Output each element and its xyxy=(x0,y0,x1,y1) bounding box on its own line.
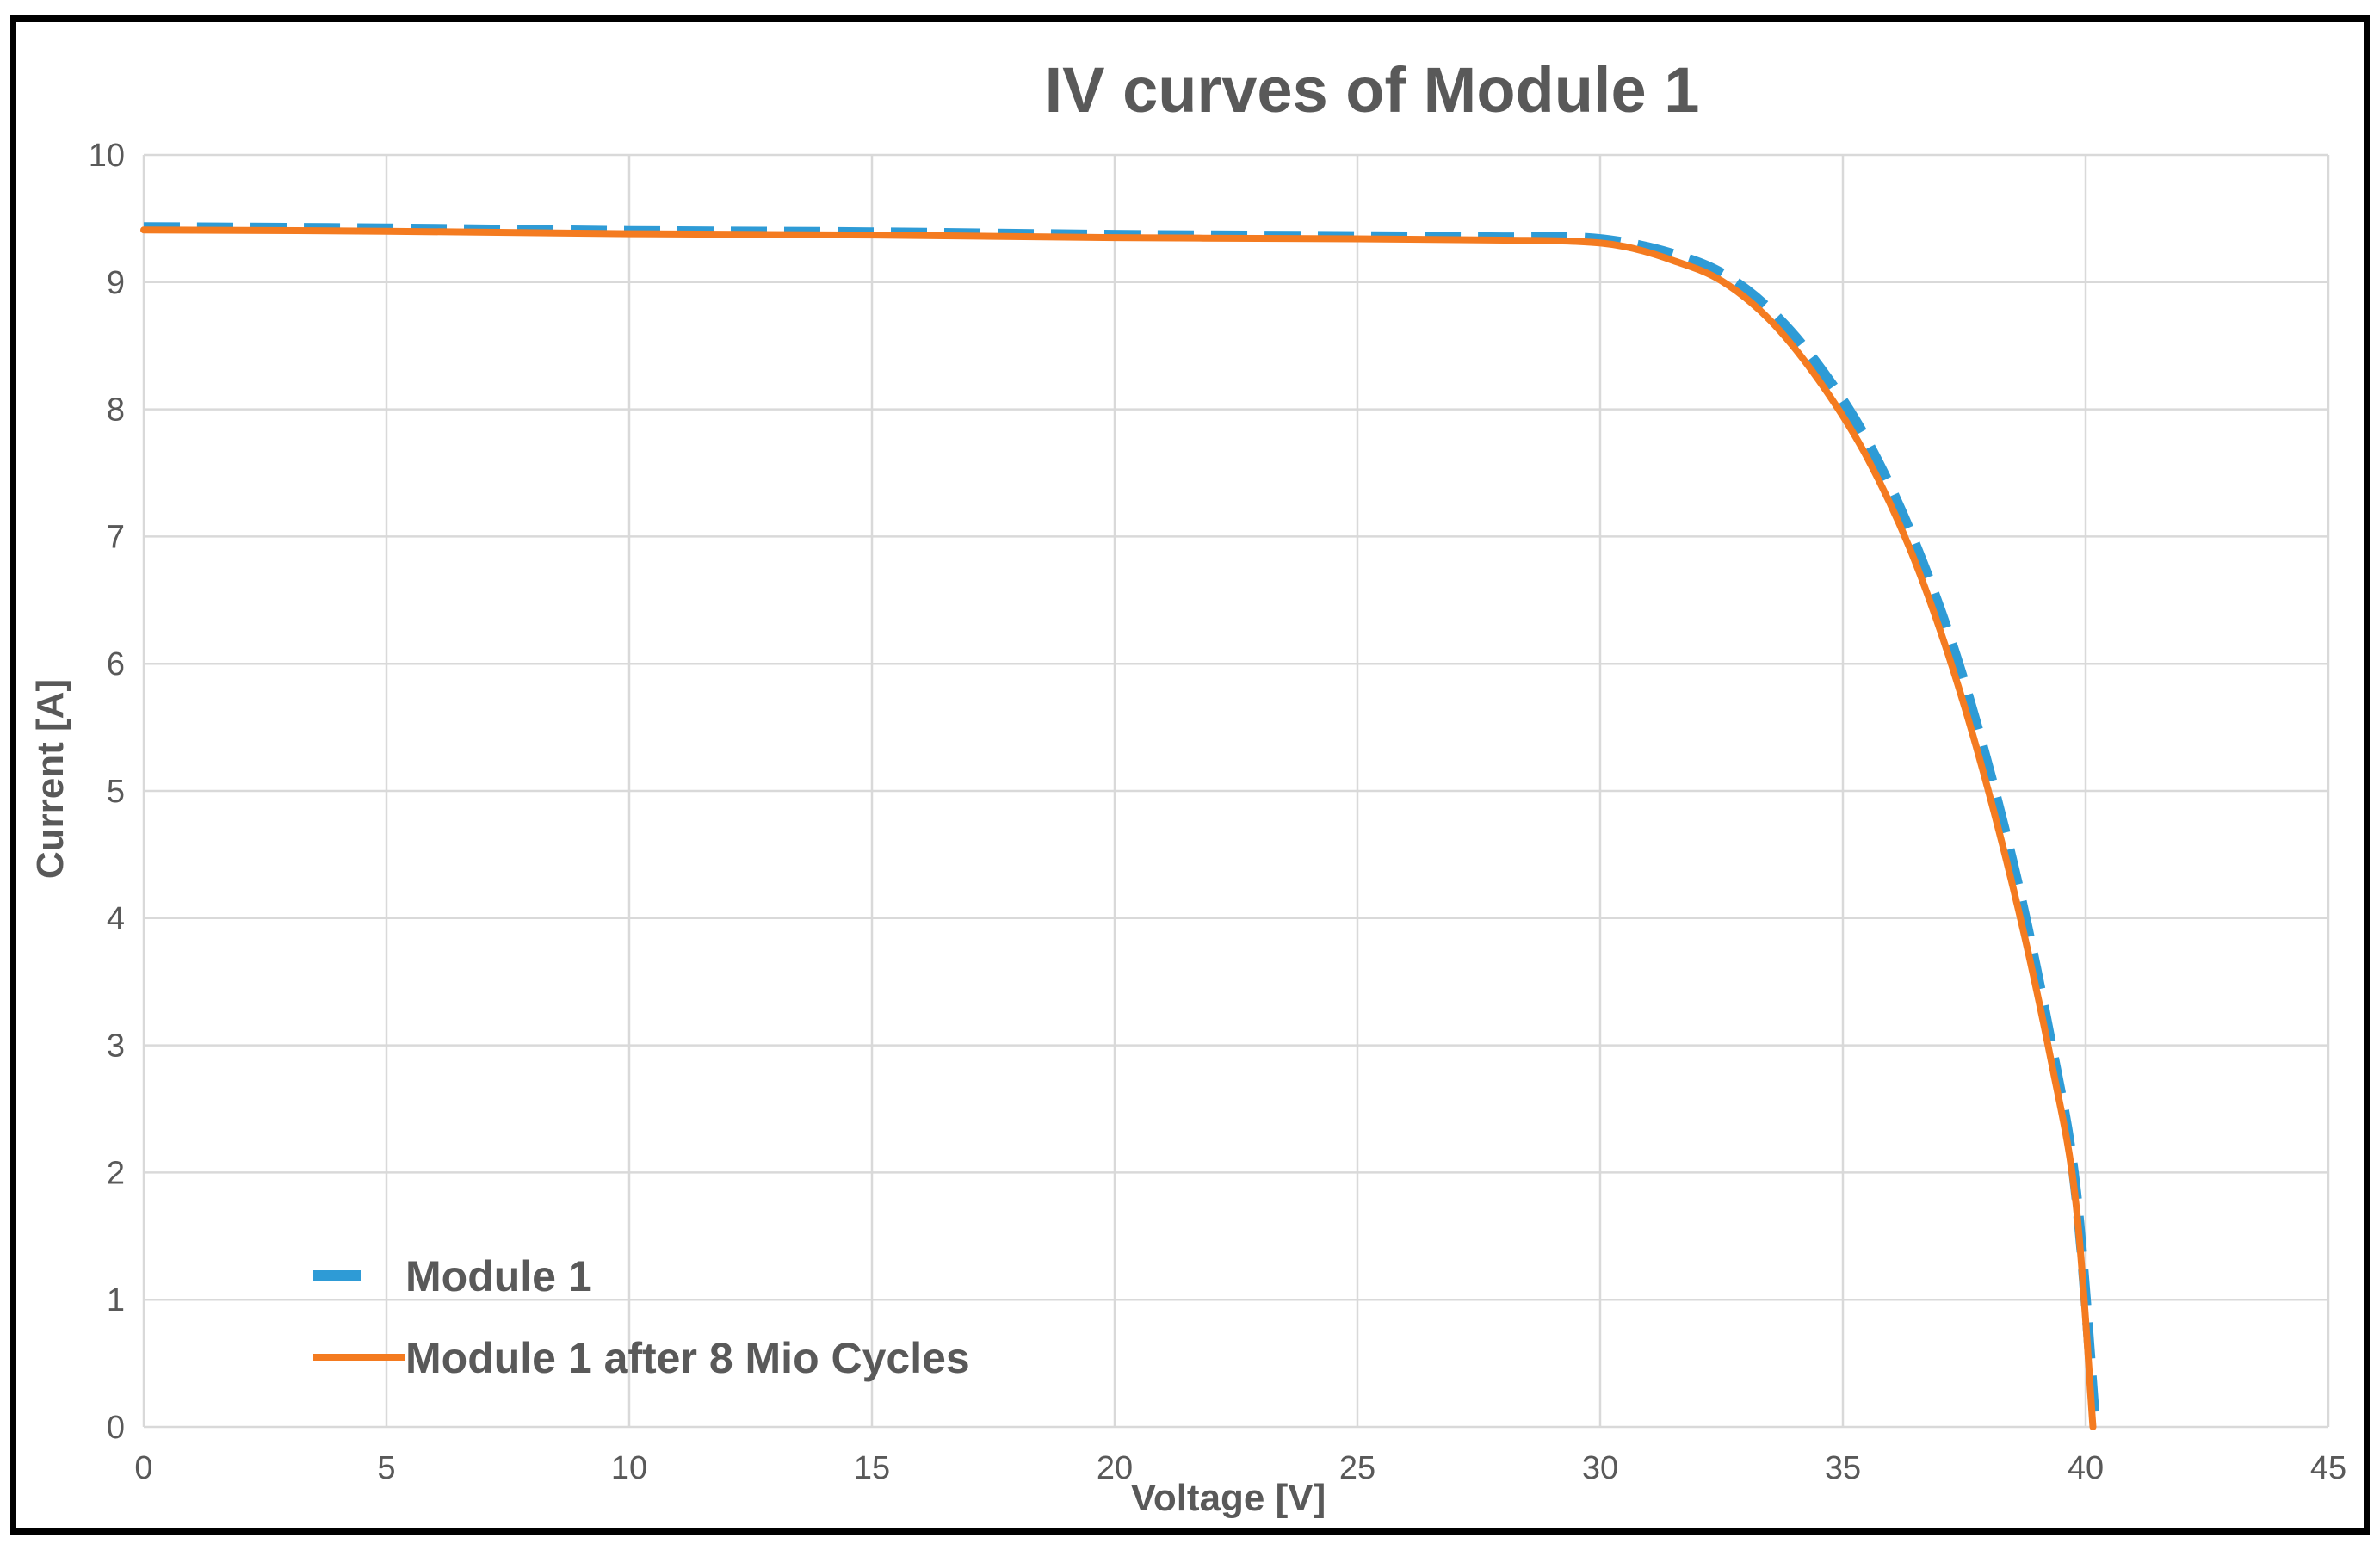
x-tick-label: 10 xyxy=(611,1450,647,1486)
chart-title: IV curves of Module 1 xyxy=(1045,54,1700,126)
legend-label-module-1-after-cycles: Module 1 after 8 Mio Cycles xyxy=(405,1334,970,1382)
x-tick-label: 40 xyxy=(2068,1450,2104,1486)
x-tick-label: 25 xyxy=(1339,1450,1375,1486)
x-tick-label: 45 xyxy=(2310,1450,2346,1486)
y-tick-label: 9 xyxy=(107,265,125,301)
legend-label-module-1: Module 1 xyxy=(405,1252,592,1300)
x-axis-label: Voltage [V] xyxy=(1131,1477,1326,1519)
x-tick-label: 0 xyxy=(134,1450,152,1486)
x-tick-label: 15 xyxy=(854,1450,890,1486)
chart-frame: 0 5 10 15 20 25 30 35 40 45 0 1 2 3 4 5 6 7 8 9 10 IV curves… xyxy=(10,15,2370,1535)
y-tick-label: 5 xyxy=(107,774,125,810)
series-line-module-1-after-cycles xyxy=(140,226,2097,1430)
series-line-module-1 xyxy=(143,222,2101,1428)
y-tick-label: 7 xyxy=(107,519,125,555)
x-tick-label: 20 xyxy=(1097,1450,1133,1486)
series-lines xyxy=(140,222,2101,1430)
x-tick-label: 30 xyxy=(1582,1450,1618,1486)
x-tick-label: 35 xyxy=(1825,1450,1861,1486)
y-tick-label: 3 xyxy=(107,1028,125,1065)
y-tick-label: 6 xyxy=(107,646,125,682)
grid-lines xyxy=(142,153,2330,1429)
y-tick-label: 10 xyxy=(89,138,125,174)
y-tick-label: 2 xyxy=(107,1155,125,1191)
y-tick-label: 0 xyxy=(107,1410,125,1446)
legend: Module 1 Module 1 after 8 Mio Cycles xyxy=(313,1252,970,1382)
y-tick-label: 8 xyxy=(107,392,125,429)
x-tick-label: 5 xyxy=(377,1450,395,1486)
y-tick-label: 1 xyxy=(107,1282,125,1318)
y-axis-label: Current [A] xyxy=(29,679,71,879)
y-tick-label: 4 xyxy=(107,901,125,937)
